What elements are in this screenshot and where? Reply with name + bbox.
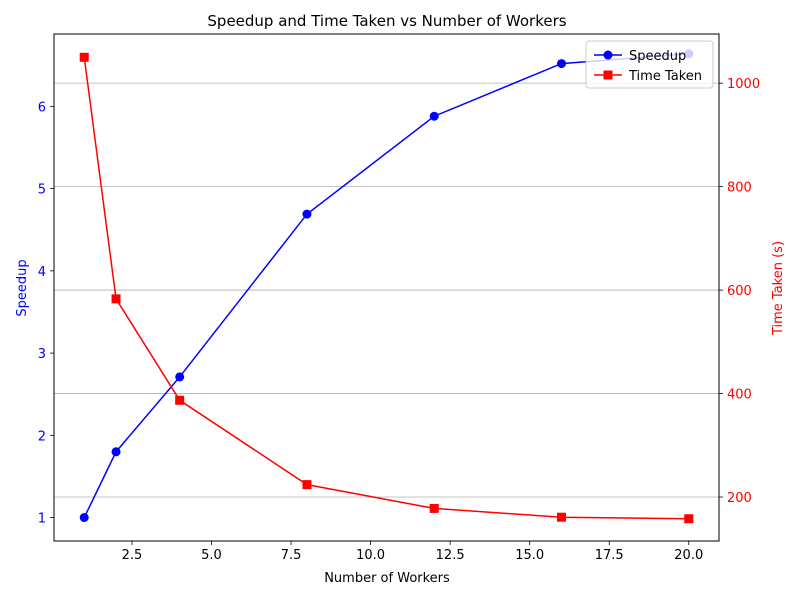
x-tick-label: 5.0	[201, 548, 222, 563]
left-y-tick-label: 5	[38, 183, 46, 198]
right-y-tick-label: 1000	[727, 77, 760, 92]
speedup-point	[429, 111, 439, 121]
x-tick-label: 17.5	[595, 548, 624, 563]
left-y-tick-label: 1	[38, 512, 46, 527]
left-axis-title: Speedup	[15, 259, 30, 316]
legend-time-taken-label: Time Taken	[628, 69, 702, 84]
left-y-tick-label: 4	[38, 265, 46, 280]
legend-speedup-label: Speedup	[629, 49, 686, 64]
x-tick-label: 10.0	[356, 548, 385, 563]
x-tick-label: 2.5	[122, 548, 143, 563]
series-layer	[79, 49, 694, 524]
time-taken-point	[111, 294, 121, 304]
legend: Speedup Time Taken	[585, 40, 714, 89]
axes-layer: 2.5 5.0 7.5 10.0 12.5 15.0 17.5 20.0 1 2 3 4 5 6 200 40…	[38, 33, 760, 563]
speedup-point	[175, 372, 185, 382]
right-y-tick-label: 200	[727, 491, 752, 506]
speedup-point	[79, 513, 89, 523]
time-taken-point	[557, 512, 566, 522]
x-axis-title: Number of Workers	[324, 571, 450, 586]
speedup-point	[111, 447, 121, 457]
legend-speedup-marker	[603, 50, 613, 60]
right-y-tick-label: 400	[727, 388, 752, 403]
chart-title: Speedup and Time Taken vs Number of Work…	[207, 12, 566, 30]
speedup-point	[302, 209, 312, 219]
x-tick-label: 12.5	[436, 548, 465, 563]
time-taken-point	[429, 503, 439, 513]
x-tick-label: 20.0	[674, 548, 703, 563]
left-y-tick-label: 2	[38, 429, 46, 444]
right-axis-title: Time Taken (s)	[771, 241, 786, 336]
left-y-tick-label: 3	[38, 347, 46, 362]
right-y-tick-label: 600	[727, 284, 752, 299]
legend-box	[585, 40, 714, 89]
time-taken-point	[175, 395, 185, 405]
time-taken-point	[684, 514, 694, 524]
time-taken-point	[79, 52, 89, 62]
x-tick-label: 7.5	[281, 548, 302, 563]
speedup-point	[557, 59, 566, 69]
legend-time-taken-marker	[603, 70, 613, 80]
right-y-tick-label: 800	[727, 181, 752, 196]
x-tick-label: 15.0	[515, 548, 544, 563]
time-taken-point	[302, 480, 312, 490]
plot-frame	[53, 33, 720, 542]
left-y-tick-label: 6	[38, 100, 46, 115]
